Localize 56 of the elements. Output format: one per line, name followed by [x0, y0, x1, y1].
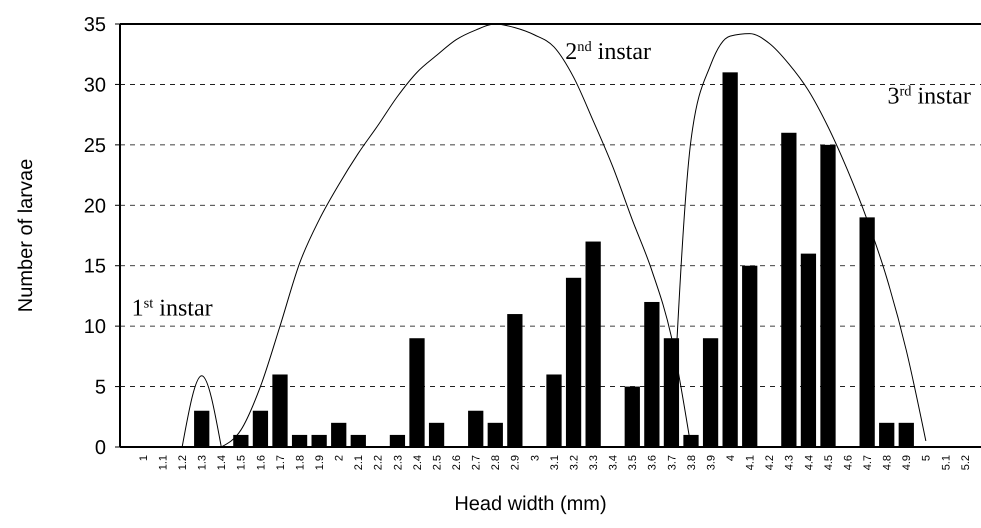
annotation: 2$^{nd}$ instar — [565, 39, 652, 65]
y-tick-label: 30 — [84, 74, 106, 96]
x-tick-label: 4.7 — [862, 455, 874, 470]
annotation: 1$^{st}$ instar — [132, 296, 213, 322]
x-tick-label: 5 — [920, 455, 933, 462]
x-tick-label: 4.2 — [764, 455, 776, 470]
x-tick-label: 3.5 — [627, 455, 640, 470]
x-axis-title: Head width (mm) — [454, 493, 607, 515]
x-tick-label: 4.1 — [744, 455, 757, 470]
x-tick-label: 2.9 — [510, 455, 522, 470]
x-tick-label: 1.1 — [157, 455, 170, 470]
x-tick-label: 2.8 — [490, 455, 502, 470]
x-tick-label: 4.6 — [842, 455, 854, 470]
x-tick-label: 1.7 — [274, 455, 287, 470]
x-tick-label: 2.2 — [372, 455, 385, 470]
y-tick-label: 10 — [84, 316, 106, 338]
annotation: 3$^{rd}$ instar — [888, 84, 971, 110]
x-tick-label: 3.2 — [568, 455, 580, 470]
x-tick-label: 3.8 — [686, 455, 698, 470]
x-tick-label: 3 — [529, 455, 542, 462]
x-tick-label: 4.5 — [822, 455, 835, 470]
x-tick-label: 3.4 — [608, 455, 620, 470]
x-tick-label: 3.7 — [666, 455, 678, 470]
x-tick-label: 2.1 — [353, 455, 366, 470]
x-tick-label: 1.6 — [255, 455, 268, 470]
x-tick-label: 1.2 — [176, 455, 189, 470]
x-tick-label: 3.1 — [548, 455, 561, 470]
y-axis-title: Number of larvae — [15, 158, 37, 312]
x-tick-label: 4 — [724, 455, 737, 462]
x-tick-label: 2 — [334, 455, 346, 462]
y-tick-label: 35 — [84, 14, 106, 36]
y-tick-label: 5 — [94, 376, 106, 399]
x-tick-label: 1.8 — [294, 455, 306, 470]
x-tick-label: 1.4 — [216, 455, 228, 470]
x-tick-label: 2.5 — [431, 455, 444, 470]
x-tick-label: 2.3 — [392, 455, 404, 470]
x-tick-label: 2.4 — [412, 455, 424, 470]
x-tick-label: 4.8 — [882, 455, 894, 470]
y-tick-label: 0 — [94, 437, 106, 459]
y-tick-label: 25 — [84, 134, 106, 157]
y-tick-label: 15 — [84, 256, 106, 278]
x-tick-label: 1 — [138, 455, 150, 462]
x-tick-label: 1.9 — [314, 455, 326, 470]
x-tick-label: 2.7 — [470, 455, 483, 470]
x-tick-label: 4.9 — [901, 455, 914, 470]
x-tick-label: 3.6 — [646, 455, 659, 470]
y-tick-label: 20 — [84, 195, 106, 218]
x-tick-label: 3.9 — [705, 455, 718, 470]
x-tick-label: 3.3 — [588, 455, 600, 470]
x-tick-label: 1.3 — [196, 455, 209, 470]
x-tick-label: 2.6 — [450, 455, 463, 470]
x-tick-label: 5.2 — [960, 455, 972, 470]
x-tick-label: 1.5 — [236, 455, 248, 470]
x-tick-label: 5.1 — [940, 455, 952, 470]
x-tick-label: 4.4 — [803, 455, 816, 470]
x-tick-label: 4.3 — [784, 455, 796, 470]
